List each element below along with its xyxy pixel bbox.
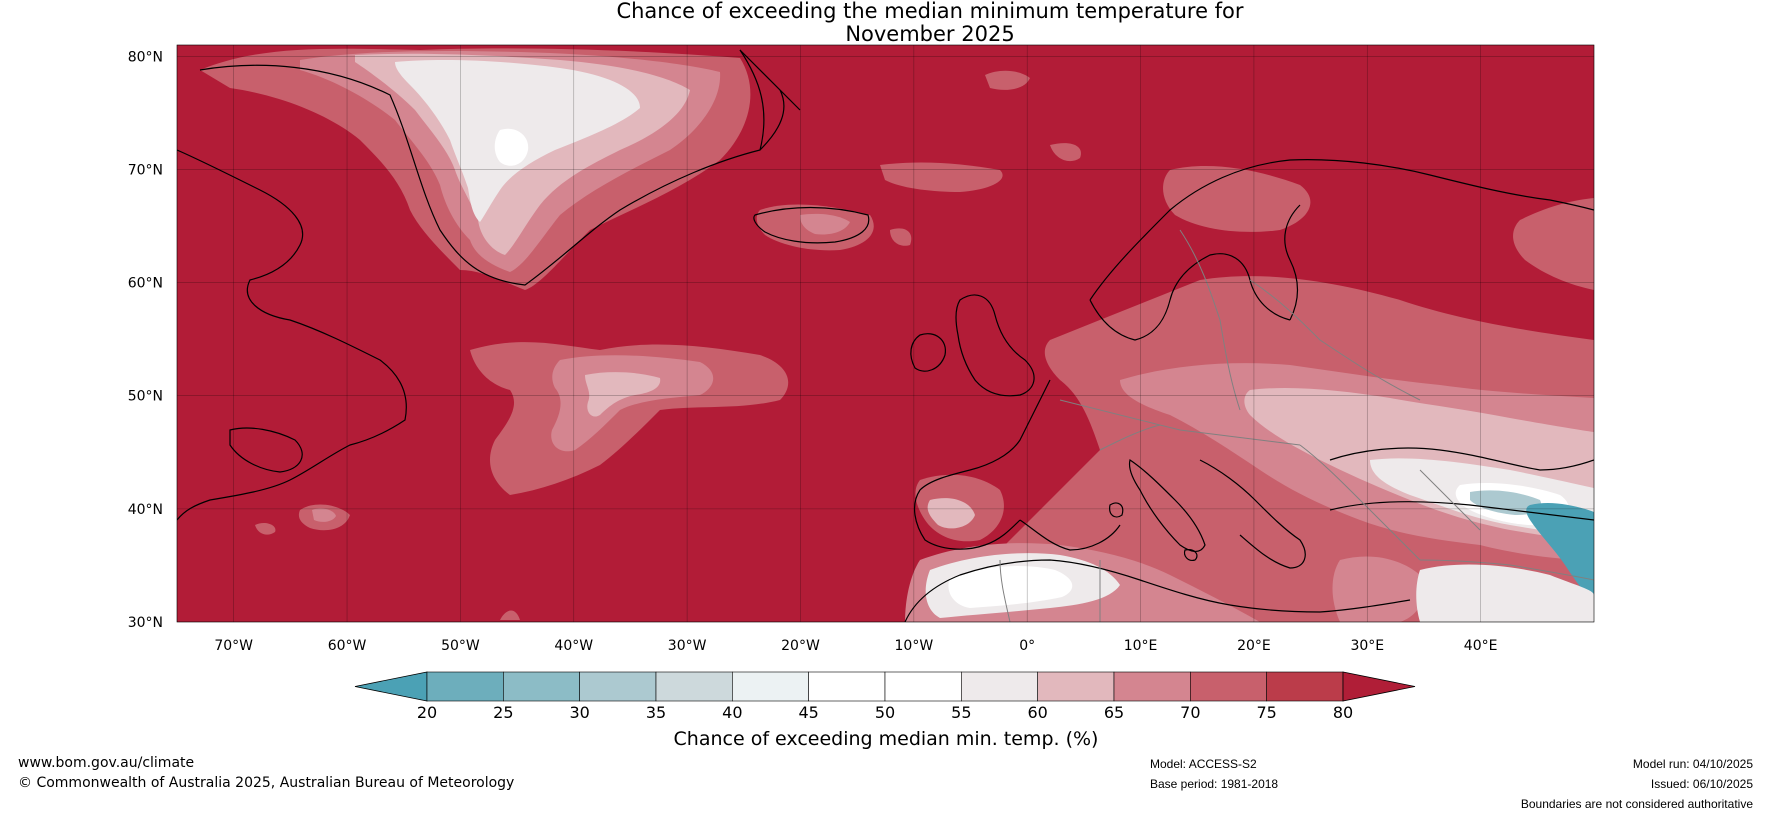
colorbar-tick-label: 40 <box>722 703 742 722</box>
colorbar-tick-label: 30 <box>569 703 589 722</box>
colorbar-swatch <box>808 671 886 702</box>
lon-label: 60°W <box>328 638 367 654</box>
lon-label: 20°W <box>781 638 820 654</box>
colorbar-tick-label: 60 <box>1027 703 1047 722</box>
colorbar-tick-label: 70 <box>1180 703 1200 722</box>
map-frame <box>176 44 1595 623</box>
lat-label: 80°N <box>128 49 163 65</box>
lon-label: 10°E <box>1124 638 1158 654</box>
colorbar-extend-low <box>354 671 428 702</box>
colorbar-swatch <box>1037 671 1115 702</box>
base-period-text: Base period: 1981-2018 <box>1150 777 1279 791</box>
atlantic-anomaly <box>255 342 789 620</box>
map-title-line2: November 2025 <box>845 22 1015 46</box>
colorbar-tick-label: 55 <box>951 703 971 722</box>
colorbar-swatch <box>961 671 1038 702</box>
colorbar-extend-high <box>1342 671 1416 702</box>
colorbar-swatch <box>732 671 809 702</box>
copyright-text: © Commonwealth of Australia 2025, Austra… <box>18 775 515 791</box>
lon-label: 10°W <box>895 638 934 654</box>
iberia-africa-anomaly <box>905 474 1594 622</box>
map-title: Chance of exceeding the median minimum t… <box>0 0 1770 46</box>
colorbar-swatch <box>1266 671 1344 702</box>
colorbar-swatch <box>1113 671 1191 702</box>
colorbar-label: Chance of exceeding median min. temp. (%… <box>674 728 1099 750</box>
lat-label: 50°N <box>128 389 163 405</box>
lon-label: 40°E <box>1464 638 1498 654</box>
lon-label: 20°E <box>1237 638 1271 654</box>
latitude-labels: 80°N 70°N 60°N 50°N 40°N 30°N <box>128 49 163 631</box>
colorbar-tick-label: 65 <box>1104 703 1124 722</box>
lon-label: 50°W <box>441 638 480 654</box>
colorbar-tick-label: 75 <box>1256 703 1276 722</box>
colorbar-tick-label: 80 <box>1333 703 1353 722</box>
europe-anomaly <box>920 165 1594 622</box>
disclaimer-text: Boundaries are not considered authoritat… <box>1520 797 1753 811</box>
lat-label: 70°N <box>128 162 163 178</box>
lon-label: 0° <box>1019 638 1035 654</box>
colorbar-swatch <box>579 671 657 702</box>
colorbar-tick-label: 35 <box>646 703 666 722</box>
borders <box>999 229 1594 622</box>
north-patches <box>756 70 1081 251</box>
greenland-anomaly <box>200 48 751 290</box>
lon-label: 40°W <box>554 638 593 654</box>
lat-label: 30°N <box>128 615 163 631</box>
colorbar-swatch <box>426 671 504 702</box>
lat-label: 60°N <box>128 276 163 292</box>
lat-label: 40°N <box>128 502 163 518</box>
colorbar: 20 25 30 35 40 45 50 55 60 65 70 75 80 <box>354 671 1416 722</box>
colorbar-tick-label: 25 <box>493 703 513 722</box>
colorbar-swatch <box>503 671 580 702</box>
model-run-text: Model run: 04/10/2025 <box>1632 757 1753 771</box>
lon-label: 70°W <box>214 638 253 654</box>
colorbar-tick-label: 50 <box>875 703 895 722</box>
map-area <box>177 45 1594 622</box>
lon-label: 30°W <box>668 638 707 654</box>
longitude-labels: 70°W 60°W 50°W 40°W 30°W 20°W 10°W 0° 10°E 20°E 30… <box>214 638 1497 654</box>
graticule <box>177 45 1594 622</box>
issued-text: Issued: 06/10/2025 <box>1650 777 1753 791</box>
colorbar-swatch <box>1190 671 1267 702</box>
model-text: Model: ACCESS-S2 <box>1150 757 1257 771</box>
colorbar-swatch <box>655 671 733 702</box>
coastlines <box>177 49 1594 622</box>
lon-label: 30°E <box>1350 638 1384 654</box>
colorbar-tick-label: 20 <box>417 703 437 722</box>
website-text: www.bom.gov.au/climate <box>18 755 195 771</box>
colorbar-tick-label: 45 <box>798 703 818 722</box>
map-title-line1: Chance of exceeding the median minimum t… <box>616 0 1244 23</box>
colorbar-swatch <box>884 671 962 702</box>
